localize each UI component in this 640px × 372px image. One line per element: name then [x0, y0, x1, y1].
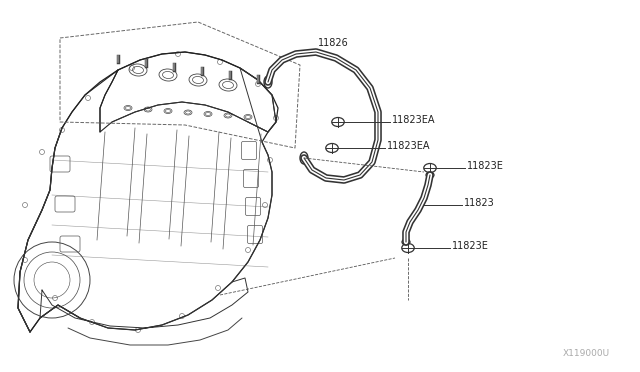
Text: 11823EA: 11823EA — [387, 141, 431, 151]
Text: 11823E: 11823E — [467, 161, 504, 171]
Text: 11823: 11823 — [464, 198, 495, 208]
Text: X119000U: X119000U — [563, 349, 610, 358]
Text: 11826: 11826 — [318, 38, 349, 48]
Text: 11823EA: 11823EA — [392, 115, 435, 125]
Text: 11823E: 11823E — [452, 241, 489, 251]
